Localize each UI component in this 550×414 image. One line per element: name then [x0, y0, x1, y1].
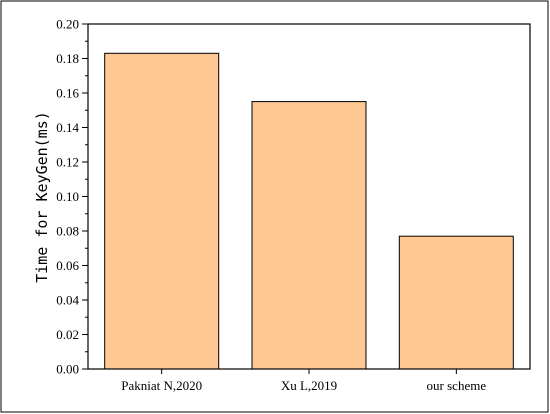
x-tick-label: Xu L,2019 [281, 378, 337, 393]
y-tick-label: 0.18 [56, 51, 79, 66]
x-tick-label: Pakniat N,2020 [121, 378, 202, 393]
y-tick-label: 0.10 [56, 189, 79, 204]
plot-frame [87, 23, 531, 370]
y-tick-label: 0.02 [56, 327, 79, 342]
bar-0 [104, 52, 220, 370]
y-tick-label: 0.00 [56, 362, 79, 377]
bars [104, 52, 514, 370]
y-tick-label: 0.04 [56, 293, 79, 308]
bar-2 [398, 235, 514, 370]
x-axis-ticks: Pakniat N,2020 Xu L,2019 our scheme [121, 369, 486, 393]
bar-1 [251, 101, 367, 370]
y-axis-ticks: 0.00 0.02 0.04 0.06 0.08 0.10 0.12 0.14 0.16 0.18… [56, 17, 88, 377]
y-axis-title: Time for KeyGen(ms) [33, 111, 51, 283]
y-tick-label: 0.16 [56, 86, 79, 101]
x-tick-label: our scheme [427, 378, 487, 393]
y-tick-label: 0.06 [56, 258, 79, 273]
y-tick-label: 0.14 [56, 120, 79, 135]
y-tick-label: 0.08 [56, 224, 79, 239]
y-tick-label: 0.20 [56, 17, 79, 32]
y-tick-label: 0.12 [56, 155, 79, 170]
